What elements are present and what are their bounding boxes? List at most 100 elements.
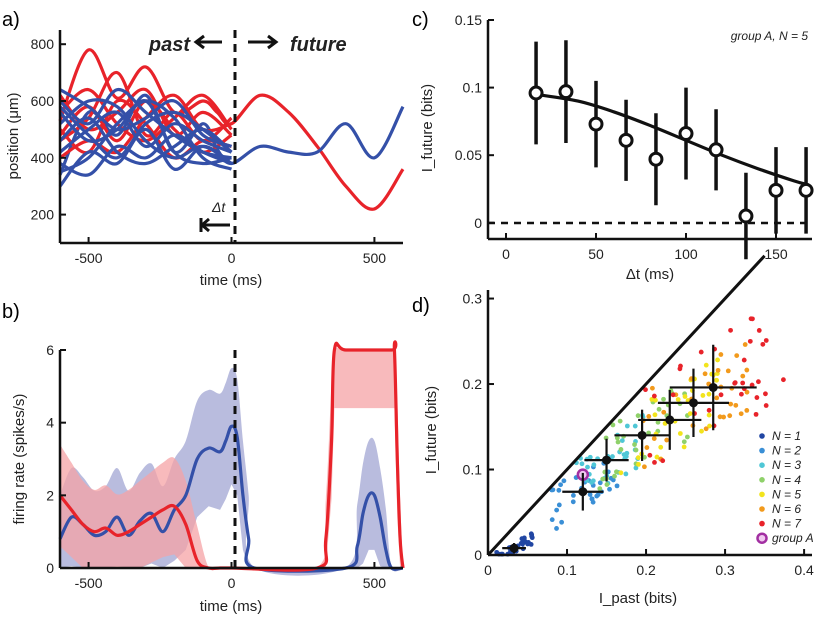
panel-d-dot-n1 (519, 536, 525, 542)
panel-d-ytick-label: 0 (474, 547, 482, 563)
legend-marker-n1 (759, 433, 765, 439)
panel-b-ytick-label: 0 (46, 560, 54, 576)
panel-d-dot-n6 (727, 413, 733, 419)
panel-d-dot-n6 (646, 413, 652, 419)
panel-d-dot-n2 (559, 519, 565, 525)
panel-a-xtick-label: 500 (363, 250, 387, 266)
panel-d-dot-n6 (644, 445, 650, 450)
past-arrow-icon (193, 34, 222, 50)
panel-d-dot-n3 (619, 438, 625, 443)
panel-d-dot-n6 (642, 464, 647, 470)
panel-d-dot-n5 (681, 444, 687, 450)
panel-b-xtick-label: 500 (363, 575, 387, 591)
panel-d-dot-n5 (703, 362, 709, 368)
panel-c-point (738, 208, 754, 224)
panel-d-dot-n7 (749, 382, 755, 388)
panel-d-dot-n7 (652, 459, 657, 465)
panel-d-dot-n5 (706, 391, 712, 397)
panel-d-dot-n6 (661, 409, 667, 415)
panel-d-dot-n5 (700, 393, 706, 398)
panel-d-mean-point (578, 487, 588, 497)
panel-d-dot-n7 (754, 395, 760, 400)
panel-d-dot-n7 (660, 458, 666, 464)
panel-d-dot-n7 (670, 392, 676, 398)
panel-d-dot-n3 (585, 464, 590, 470)
panel-b-ticks: -500 0 500 0 2 4 6 (46, 342, 386, 591)
panel-b-ytick-label: 6 (46, 342, 54, 358)
panel-d-xtick-label: 0.3 (715, 562, 735, 578)
legend-label: N = 5 (772, 487, 801, 501)
panel-d-xlabel: I_past (bits) (599, 590, 677, 607)
panel-d-dot-n7 (763, 391, 768, 397)
panel-d-dot-n4 (635, 413, 641, 419)
panel-d-dot-n2 (614, 483, 620, 489)
panel-d-xtick-label: 0.2 (636, 562, 656, 578)
panel-d-dot-n7 (718, 392, 724, 398)
panel-d-xtick-label: 0.1 (557, 562, 577, 578)
panel-c-ytick-label: 0.15 (455, 12, 482, 28)
panel-d-dot-n6 (721, 414, 727, 420)
panel-c-ytick-label: 0.05 (455, 147, 482, 163)
panel-d-dot-n6 (725, 368, 731, 374)
panel-d-dot-n6 (733, 402, 739, 408)
panel-d-dot-n7 (647, 452, 653, 458)
trajectory-blue-17 (58, 105, 233, 160)
panel-c-point (618, 132, 634, 148)
panel-d-dot-n5 (699, 428, 704, 434)
panel-b-xlabel: time (ms) (200, 598, 263, 615)
legend-marker-n6 (759, 506, 765, 512)
panel-d-dot-n5 (636, 461, 641, 467)
panel-d-dot-n4 (684, 434, 690, 440)
panel-d-dot-n5 (635, 455, 641, 461)
panel-d-mean-point (602, 455, 612, 465)
panel-d-dot-n3 (623, 471, 629, 477)
panel-d-dot-n6 (744, 389, 750, 395)
panel-d-dot-n6 (734, 353, 740, 358)
panel-d-dot-n4 (661, 396, 666, 402)
panel-d-dot-n4 (656, 406, 662, 412)
panel-d-dot-n2 (570, 499, 576, 505)
panel-d-dot-n4 (681, 439, 687, 445)
legend-label: N = 1 (772, 429, 801, 443)
panel-d-dot-n7 (741, 357, 747, 363)
panel-d-dot-n4 (600, 476, 606, 482)
panel-d-dot-n5 (707, 423, 712, 429)
trajectory-blue-16 (59, 99, 233, 174)
panel-a-ytick-label: 800 (31, 36, 55, 52)
panel-d-xtick-label: 0 (484, 562, 492, 578)
delta-t-label: Δt (211, 199, 226, 215)
panel-d-dot-n4 (614, 435, 620, 441)
trajectory-blue-12 (59, 133, 233, 177)
panel-c-xtick-label: 50 (588, 246, 604, 262)
panel-c-point (648, 151, 664, 167)
panel-c-points (528, 40, 814, 260)
panel-d-dot-n2 (594, 493, 600, 499)
panel-d-ytick-label: 0.2 (463, 376, 483, 392)
panel-d-mean-point (708, 382, 718, 392)
rate-line-blue (58, 424, 404, 573)
panel-d-dot-n2 (597, 480, 603, 486)
panel-d-dot-n4 (633, 447, 639, 453)
panel-d-dot-n5 (687, 411, 693, 417)
panel-d-dot-n4 (597, 486, 603, 491)
panel-d-dot-n4 (655, 419, 661, 425)
panel-a-ylabel: position (μm) (5, 92, 22, 179)
legend-marker-n7 (759, 520, 765, 527)
panel-d-dot-n6 (664, 437, 670, 443)
panel-d-dot-n4 (614, 469, 619, 475)
panel-d-dot-n5 (649, 396, 655, 402)
panel-d-dot-n5 (675, 397, 681, 402)
panel-d-xtick-label: 0.4 (794, 562, 814, 578)
panel-c-xtick-label: 150 (764, 246, 788, 262)
future-arrow-icon (248, 34, 279, 50)
panel-b-ylabel: firing rate (spikes/s) (11, 394, 28, 525)
panel-label-b: b) (2, 301, 20, 323)
legend-marker-n5 (759, 491, 765, 498)
panel-d-dot-n6 (744, 367, 750, 373)
panel-d-dot-n3 (590, 478, 596, 484)
panel-d-dot-n5 (682, 394, 688, 399)
panel-d-ylabel: I_future (bits) (423, 386, 440, 474)
panel-d-dot-n4 (615, 439, 621, 445)
future-label: future (290, 34, 347, 56)
